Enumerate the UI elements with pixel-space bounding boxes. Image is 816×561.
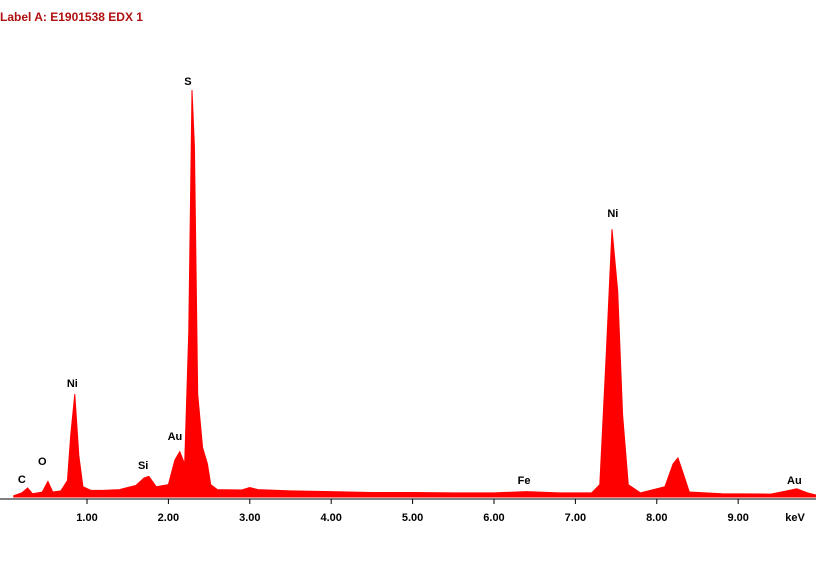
x-tick-label: 4.00 [320, 512, 341, 524]
x-tick-label: 5.00 [402, 512, 423, 524]
peak-label: O [38, 456, 47, 468]
peak-label: Ni [607, 208, 618, 220]
peak-label: C [18, 474, 26, 486]
peak-label: Si [138, 460, 148, 472]
peak-label: Au [787, 475, 802, 487]
x-axis-label: keV [785, 512, 805, 524]
x-tick-label: 6.00 [483, 512, 504, 524]
x-tick-label: 2.00 [158, 512, 179, 524]
x-tick-label: 8.00 [646, 512, 667, 524]
x-tick-label: 1.00 [76, 512, 97, 524]
peak-label: Au [168, 431, 183, 443]
x-tick-label: 9.00 [727, 512, 748, 524]
peak-label: Fe [518, 475, 531, 487]
x-tick-label: 7.00 [565, 512, 586, 524]
x-tick-label: 3.00 [239, 512, 260, 524]
chart-title: Label A: E1901538 EDX 1 [0, 10, 143, 24]
peak-label: S [184, 76, 191, 88]
spectrum-area [13, 89, 816, 498]
peak-label: Ni [67, 378, 78, 390]
